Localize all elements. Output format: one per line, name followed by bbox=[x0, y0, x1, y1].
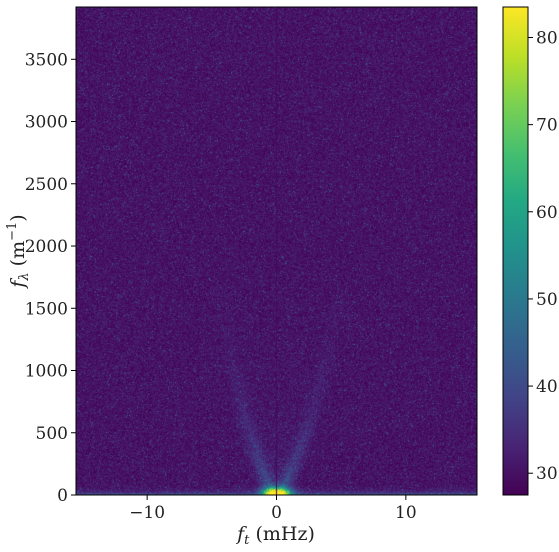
x-axis-label: ft (mHz) bbox=[235, 523, 315, 548]
colorbar-tick-label: 50 bbox=[536, 290, 558, 310]
colorbar-frame bbox=[502, 6, 529, 496]
y-tick-label: 3500 bbox=[25, 50, 68, 70]
colorbar-bar bbox=[503, 7, 528, 495]
plot-area bbox=[75, 6, 478, 496]
colorbar-tick-label: 80 bbox=[536, 29, 558, 49]
colorbar-tick-label: 30 bbox=[536, 464, 558, 484]
colorbar: 30 40 50 60 70 80 bbox=[502, 6, 558, 496]
y-tick-label: 0 bbox=[57, 486, 68, 506]
y-tick-label: 2500 bbox=[25, 175, 68, 195]
colorbar-tick-label: 40 bbox=[536, 377, 558, 397]
y-tick-label: 1500 bbox=[25, 299, 68, 319]
colorbar-ticks: 30 40 50 60 70 80 bbox=[528, 29, 558, 484]
y-tick-label: 2000 bbox=[25, 237, 68, 257]
y-axis: 0 500 1000 1500 2000 2500 3000 3500 bbox=[25, 50, 76, 506]
x-tick-label: 10 bbox=[395, 503, 417, 523]
x-tick-label: 0 bbox=[271, 503, 282, 523]
x-axis: −10 0 10 bbox=[129, 495, 417, 523]
y-tick-label: 3000 bbox=[25, 113, 68, 133]
heatmap-image bbox=[76, 7, 477, 495]
y-tick-label: 1000 bbox=[25, 362, 68, 382]
x-tick-label: −10 bbox=[129, 503, 165, 523]
colorbar-tick-label: 60 bbox=[536, 203, 558, 223]
colorbar-tick-label: 70 bbox=[536, 116, 558, 136]
y-tick-label: 500 bbox=[36, 424, 68, 444]
y-axis-label: fλ (m−1) bbox=[5, 214, 32, 289]
